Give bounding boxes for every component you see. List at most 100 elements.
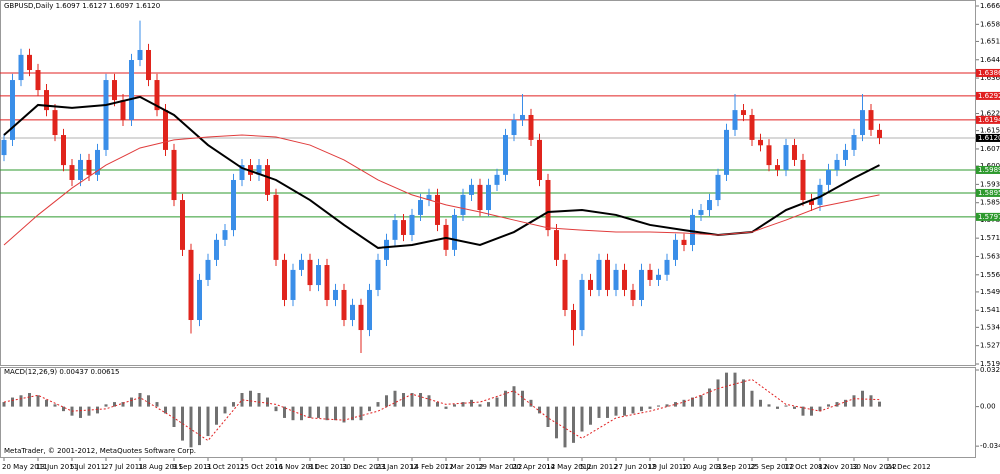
macd-bar — [104, 404, 108, 407]
macd-bar — [147, 395, 150, 407]
candle-body — [205, 259, 211, 280]
candle-body — [10, 80, 15, 140]
y-tick-label: 1.5195 — [980, 360, 1000, 368]
macd-bar — [240, 393, 244, 407]
y-tick-label: 1.5490 — [980, 288, 1000, 296]
macd-bar — [325, 406, 329, 421]
y-tick-label: 1.5560 — [980, 271, 1000, 279]
macd-bar — [793, 406, 796, 409]
macd-bar — [623, 406, 626, 416]
candle-body — [749, 114, 755, 140]
x-tick-label: 17 Oct 2012 — [784, 463, 827, 471]
candle-body — [129, 60, 134, 120]
candle-body — [307, 259, 313, 286]
candle-body — [44, 90, 49, 111]
y-tick-label: 1.5930 — [980, 180, 1000, 188]
candle-body — [367, 289, 372, 331]
candle-body — [766, 145, 772, 166]
macd-bar — [317, 406, 320, 418]
candle-body — [27, 54, 32, 71]
macd-bar — [470, 399, 473, 407]
candle-body — [375, 259, 381, 290]
macd-bar — [818, 406, 822, 412]
y-tick-label: 1.5415 — [980, 306, 1000, 314]
x-tick-label: 27 Jul 2011 — [104, 463, 144, 471]
y-tick-label: 0.00 — [980, 403, 996, 411]
macd-bar — [189, 406, 193, 448]
candle-body — [324, 265, 330, 300]
candle-body — [452, 214, 457, 250]
macd-bar — [113, 402, 116, 407]
x-tick-label: 23 Jan 2012 — [376, 463, 418, 471]
level-label: 1.5895 — [978, 189, 1000, 197]
x-tick-label: 30 Dec 2011 — [342, 463, 387, 471]
candle-body — [78, 159, 83, 180]
macd-bar — [215, 406, 218, 425]
level-label: 1.5797 — [978, 213, 1000, 221]
bid-tag — [976, 133, 1000, 142]
macd-bar — [716, 379, 720, 407]
candle-body — [673, 239, 678, 260]
candle-body — [256, 165, 262, 175]
macd-bar — [478, 404, 482, 407]
macd-bar — [810, 406, 813, 416]
candle-body — [707, 200, 712, 211]
candle-body — [214, 239, 219, 260]
x-tick-label: 30 Nov 2012 — [852, 463, 897, 471]
macd-bar — [538, 406, 541, 414]
macd-bar — [597, 406, 601, 418]
macd-bar — [648, 406, 652, 409]
x-tick-label: 14 May 2012 — [546, 463, 592, 471]
macd-bar — [784, 405, 788, 407]
macd-bar — [376, 402, 380, 407]
candle-body — [724, 129, 729, 175]
candle-body — [868, 110, 874, 130]
candle-body — [775, 165, 780, 170]
macd-bar — [342, 406, 346, 423]
macd-bar — [674, 402, 677, 407]
candle-body — [851, 135, 857, 150]
macd-bar — [410, 393, 414, 407]
macd-bar — [614, 406, 618, 416]
macd-bar — [334, 406, 337, 421]
candle-body — [341, 289, 347, 321]
x-tick-label: 27 Jun 2012 — [614, 463, 656, 471]
y-tick-label: 1.5270 — [980, 342, 1000, 350]
candle-body — [61, 135, 66, 166]
candle-body — [613, 269, 619, 290]
level-label: 1.6194 — [978, 116, 1000, 124]
macd-bar — [427, 395, 431, 407]
macd-bar — [419, 393, 422, 407]
candle-body — [494, 174, 500, 185]
y-tick-label: -0.03491 — [980, 442, 1000, 450]
macd-bar — [708, 388, 711, 407]
candle-body — [282, 259, 287, 300]
macd-bar — [436, 402, 439, 407]
candle-body — [384, 239, 389, 260]
x-tick-label: 8 Dec 2011 — [308, 463, 348, 471]
macd-bar — [835, 402, 839, 407]
candle-body — [137, 49, 143, 61]
candle-body — [545, 179, 551, 231]
candle-body — [401, 220, 406, 235]
candle-body — [503, 135, 508, 175]
y-tick-label: 1.6515 — [980, 37, 1000, 45]
macd-bar — [742, 379, 745, 407]
macd-bar — [121, 402, 125, 407]
candle-body — [197, 279, 202, 321]
candle-body — [86, 159, 92, 175]
macd-bar — [580, 406, 584, 432]
candle-body — [554, 230, 559, 260]
y-tick-label: 1.6660 — [980, 2, 1000, 10]
candle-body — [69, 165, 75, 180]
macd-bar — [852, 395, 856, 407]
candle-body — [639, 269, 644, 300]
candle-body — [290, 269, 296, 300]
macd-bar — [164, 406, 167, 414]
macd-bar — [155, 402, 159, 407]
level-tag — [976, 165, 1000, 174]
candle-body — [537, 139, 542, 180]
level-label: 1.6386 — [978, 69, 1000, 77]
macd-bar — [368, 406, 371, 412]
candle-body — [95, 149, 100, 175]
